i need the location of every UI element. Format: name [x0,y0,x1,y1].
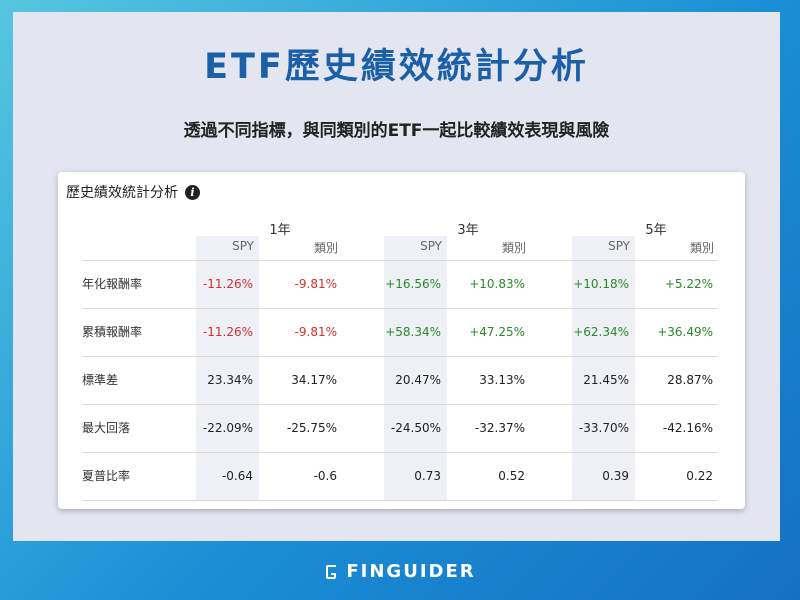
period-header-3y: 3年 [457,223,479,238]
table-cell: 21.45% [583,373,629,387]
table-row: 標準差 23.34% 34.17% 20.47% 33.13% 21.45% 28.87% [82,356,718,404]
row-label: 累積報酬率 [82,325,143,339]
performance-card: 歷史績效統計分析 i 1年 3年 5年 SPY 類別 SPY 類別 SPY 類別… [58,172,745,509]
table-cell: -33.70% [578,421,629,435]
table-row: 最大回落 -22.09% -25.75% -24.50% -32.37% -33.70% -… [82,404,718,452]
subhead-category-1y: 類別 [313,241,338,255]
row-label: 標準差 [82,373,119,387]
table-cell: 0.39 [602,469,629,483]
table-cell: +5.22% [664,277,713,291]
table-cell: -9.81% [294,277,337,291]
brand-logo: FINGUIDER [0,561,800,582]
finguider-logo-icon [326,564,337,579]
row-label: 最大回落 [82,421,131,435]
table-cell: -42.16% [662,421,713,435]
table-cell: -11.26% [202,277,253,291]
table-cell: 0.22 [686,469,713,483]
spy-column-shade-1y [196,236,259,500]
table-cell: 20.47% [395,373,441,387]
period-header-5y: 5年 [645,223,667,238]
spy-column-shade-3y [384,236,447,500]
card-title-text: 歷史績效統計分析 [66,185,178,201]
table-row: 夏普比率 -0.64 -0.6 0.73 0.52 0.39 0.22 [82,452,718,500]
table-cell: 34.17% [291,373,337,387]
table-cell: -9.81% [294,325,337,339]
period-header-1y: 1年 [269,223,291,238]
table-cell: -24.50% [390,421,441,435]
table-cell: +10.18% [573,277,629,291]
table-cell: 28.87% [667,373,713,387]
table-cell: -25.75% [286,421,337,435]
row-label: 年化報酬率 [82,277,143,291]
table-cell: -22.09% [202,421,253,435]
table-bottom-divider [82,500,718,501]
table-cell: -0.64 [221,469,253,483]
table-cell: +58.34% [385,325,441,339]
spy-column-shade-5y [572,236,635,500]
subhead-spy-1y: SPY [232,239,254,253]
row-label: 夏普比率 [82,469,131,483]
table-cell: -0.6 [313,469,337,483]
table-cell: 23.34% [207,373,253,387]
table-cell: +36.49% [657,325,713,339]
table-cell: +62.34% [573,325,629,339]
subhead-spy-5y: SPY [608,239,630,253]
table-cell: 0.52 [498,469,525,483]
table-row: 年化報酬率 -11.26% -9.81% +16.56% +10.83% +10.18% +… [82,260,718,308]
subhead-category-5y: 類別 [689,241,714,255]
info-icon[interactable]: i [185,184,200,200]
subhead-category-3y: 類別 [501,241,526,255]
table-row: 累積報酬率 -11.26% -9.81% +58.34% +47.25% +62.34% +… [82,308,718,356]
table-cell: 33.13% [479,373,525,387]
table-cell: +10.83% [469,277,525,291]
page-subtitle: 透過不同指標，與同類別的ETF一起比較績效表現與風險 [183,121,610,141]
table-cell: +47.25% [469,325,525,339]
table-cell: -11.26% [202,325,253,339]
page-title: ETF歷史績效統計分析 [204,47,589,87]
table-cell: +16.56% [385,277,441,291]
table-cell: -32.37% [474,421,525,435]
subhead-spy-3y: SPY [420,239,442,253]
card-title: 歷史績效統計分析 i [66,182,200,202]
table-cell: 0.73 [414,469,441,483]
brand-name: FINGUIDER [346,561,476,582]
